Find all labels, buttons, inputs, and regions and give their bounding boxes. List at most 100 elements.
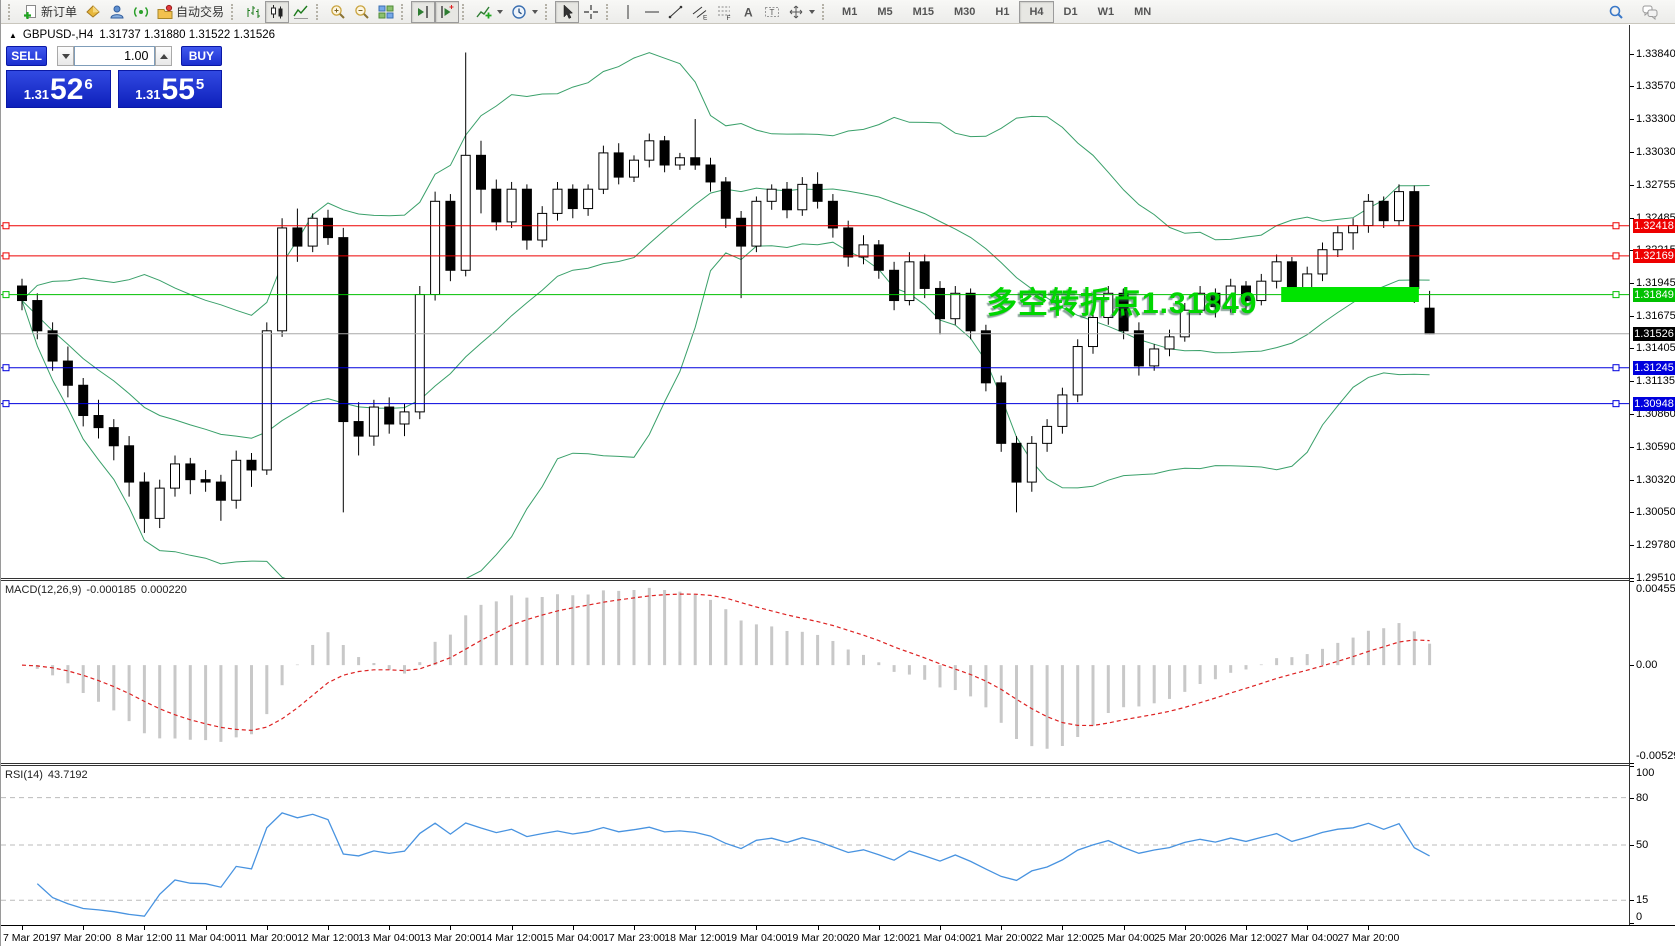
time-tick-label: 17 Mar 23:00 <box>603 932 665 944</box>
trendline-icon <box>668 4 684 20</box>
line-handle[interactable] <box>1612 291 1620 299</box>
time-tick-label: 20 Mar 12:00 <box>847 932 910 944</box>
tf-m30-button-label: M30 <box>954 5 976 18</box>
line-handle[interactable] <box>2 400 10 408</box>
bar-chart-button[interactable] <box>241 1 265 23</box>
time-tick-label: 22 Mar 12:00 <box>1031 932 1094 944</box>
symbol-period: GBPUSD-,H4 <box>22 29 94 41</box>
macd-name: MACD(12,26,9) <box>5 584 82 596</box>
chart-bars-icon <box>245 4 261 20</box>
time-tick-label: 12 Mar 12:00 <box>297 932 359 944</box>
main-chart-pane[interactable] <box>1 25 1629 579</box>
time-tick <box>1184 926 1186 930</box>
tf-h4-button[interactable]: H4 <box>1019 0 1054 23</box>
chart-shift-button[interactable] <box>411 0 436 23</box>
macd-tick-label: 0.00 <box>1636 659 1658 672</box>
candlestick-chart[interactable] <box>1 25 1629 578</box>
tf-m5-button[interactable]: M5 <box>867 1 902 23</box>
axis-tick <box>1630 512 1634 514</box>
highlight-rectangle-object[interactable] <box>1281 286 1419 303</box>
macd-chart[interactable] <box>1 581 1629 763</box>
line-handle[interactable] <box>1612 400 1620 408</box>
line-handle[interactable] <box>2 222 10 230</box>
zoom-in-button[interactable] <box>326 1 350 23</box>
price-axis[interactable]: 1.33840 1.33570 1.33300 1.33030 1.32755 1.324… <box>1629 25 1675 925</box>
tf-w1-button[interactable]: W1 <box>1088 1 1125 23</box>
bollinger-lower-band <box>21 241 1430 578</box>
line-chart-button[interactable] <box>289 1 313 23</box>
axis-tick <box>1630 283 1634 284</box>
volume-increase-button[interactable] <box>155 46 173 66</box>
axis-tick <box>1630 665 1634 667</box>
macd-tick-label: -0.005295 <box>1636 750 1675 762</box>
tf-m1-button[interactable]: M1 <box>832 1 867 23</box>
autotrade-button[interactable]: 自动交易 <box>153 1 228 23</box>
indicators-button[interactable] <box>472 1 507 23</box>
time-tick <box>328 926 329 930</box>
buy-button[interactable]: BUY <box>180 46 222 66</box>
buy-quote[interactable]: 1.31 55 5 <box>117 70 222 108</box>
crosshair-button[interactable] <box>579 1 603 23</box>
chart-autoscroll-icon <box>439 4 455 20</box>
rsi-chart[interactable] <box>1 766 1629 924</box>
time-tick <box>511 926 513 930</box>
time-tick-label: 13 Mar 20:00 <box>419 932 482 944</box>
collapse-panel-icon[interactable]: ▲ <box>9 30 17 40</box>
axis-tick <box>1630 119 1634 121</box>
autotrade-button-label: 自动交易 <box>176 5 225 19</box>
horizontal-line-button[interactable] <box>640 1 664 23</box>
axis-tick <box>1630 545 1634 546</box>
fibo-icon: F <box>716 4 732 21</box>
trendline-button[interactable] <box>664 1 688 23</box>
tile-windows-button[interactable] <box>374 1 398 23</box>
tf-m15-button[interactable]: M15 <box>903 1 944 23</box>
volume-input[interactable] <box>74 46 156 66</box>
toolbar: 新订单 自动交易 E F A T M1 M5 M15 M30 H1 H4 D1 W1 MN <box>1 0 1675 24</box>
macd-main-value: -0.000185 <box>86 584 136 596</box>
time-tick <box>817 926 819 930</box>
new-order-button[interactable]: 新订单 <box>18 1 81 23</box>
shapes-button[interactable] <box>784 1 819 23</box>
signals-icon-button[interactable] <box>129 1 153 23</box>
channel-button[interactable]: E <box>688 1 712 23</box>
time-tick <box>83 926 85 930</box>
cursor-button[interactable] <box>555 0 580 23</box>
time-tick <box>940 926 941 930</box>
hline-icon <box>644 4 660 20</box>
periods-button[interactable] <box>507 1 542 23</box>
line-handle[interactable] <box>2 364 10 372</box>
tf-d1-button[interactable]: D1 <box>1054 1 1088 23</box>
toolbar-grip <box>545 3 550 20</box>
tf-mn-button[interactable]: MN <box>1124 1 1161 23</box>
line-handle[interactable] <box>1612 252 1620 260</box>
sell-quote[interactable]: 1.31 52 6 <box>6 70 111 108</box>
line-handle[interactable] <box>1612 222 1620 230</box>
profile-icon-button[interactable] <box>105 1 129 23</box>
text-button[interactable]: A <box>736 1 760 23</box>
zoom-out-button[interactable] <box>350 1 374 23</box>
rsi-pane[interactable]: RSI(14) 43.7192 <box>1 765 1629 924</box>
text-label-button[interactable]: T <box>760 1 784 23</box>
volume-decrease-button[interactable] <box>57 46 75 66</box>
annotation-text[interactable]: 多空转折点1.31849 <box>987 287 1258 320</box>
vertical-line-button[interactable] <box>616 1 640 23</box>
line-handle[interactable] <box>2 252 10 260</box>
market-icon-button[interactable] <box>81 1 105 23</box>
time-axis[interactable]: 7 Mar 2019 7 Mar 20:00 8 Mar 12:00 11 Mar 0… <box>1 925 1675 946</box>
search-icon-button[interactable] <box>1604 1 1628 23</box>
macd-pane[interactable]: MACD(12,26,9) -0.000185 0.000220 <box>1 580 1629 764</box>
fibonacci-button[interactable]: F <box>712 1 736 23</box>
time-tick-label: 25 Mar 04:00 <box>1092 932 1155 944</box>
chart-autoscroll-button[interactable] <box>435 0 460 23</box>
line-handle[interactable] <box>1612 364 1620 372</box>
tf-m30-button[interactable]: M30 <box>944 1 985 23</box>
price-tick-label: 1.30590 <box>1636 440 1675 453</box>
line-handle[interactable] <box>2 291 10 299</box>
axis-tick <box>1630 581 1634 582</box>
shapes-icon <box>788 4 804 20</box>
sell-button[interactable]: SELL <box>6 46 48 66</box>
tf-h1-button[interactable]: H1 <box>985 1 1019 23</box>
chat-icon-button[interactable] <box>1638 1 1662 23</box>
candle-chart-button[interactable] <box>265 0 290 23</box>
